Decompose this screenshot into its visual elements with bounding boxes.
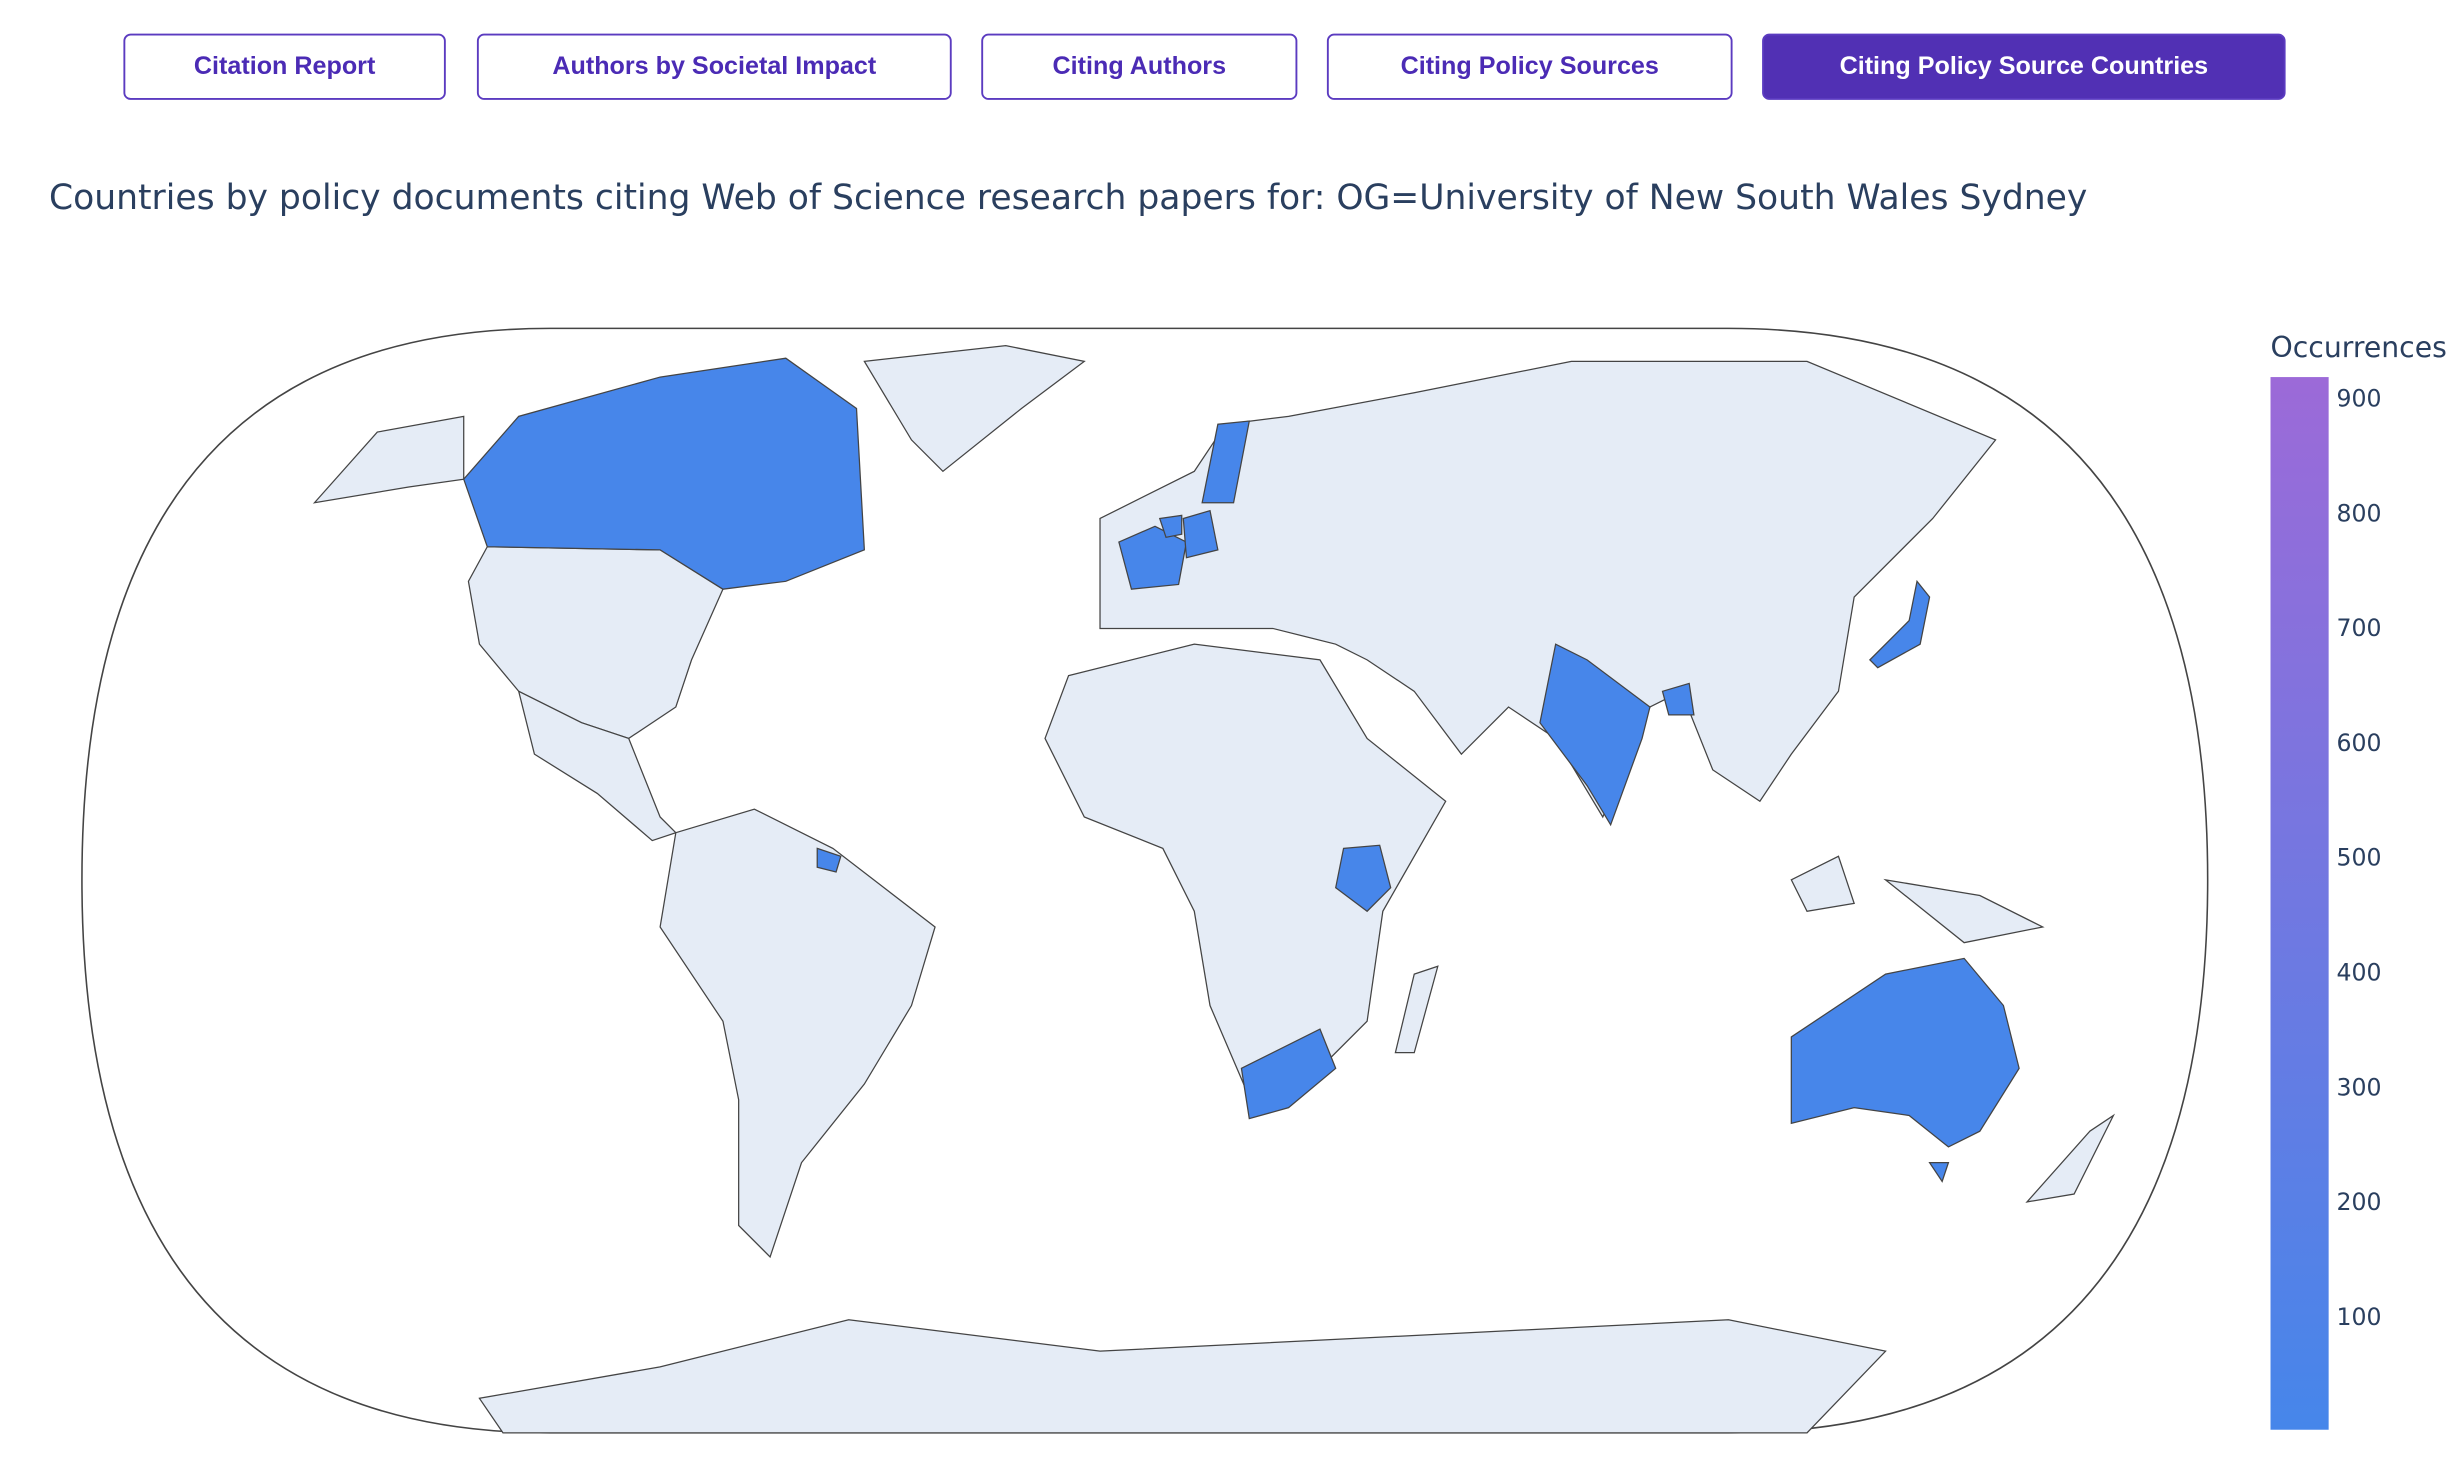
land-shape	[863, 345, 1086, 473]
colorbar-tick-label: 900	[2337, 385, 2382, 413]
tab-bar: Citation Report Authors by Societal Impa…	[123, 33, 2286, 100]
country[interactable]	[1118, 525, 1188, 590]
tab-label[interactable]: Citing Authors	[1053, 52, 1227, 80]
colorbar-tick-label: 400	[2337, 958, 2382, 986]
tab-label[interactable]: Citing Policy Sources	[1401, 52, 1659, 80]
country[interactable]	[1182, 509, 1219, 559]
land-shape	[312, 415, 465, 504]
colorbar-tick-label: 200	[2337, 1188, 2382, 1216]
tab-button[interactable]: Citing Policy Source Countries	[1762, 33, 2286, 100]
colorbar-tick-label: 700	[2337, 614, 2382, 642]
tab-button[interactable]: Citation Report	[123, 33, 446, 100]
colorbar-tick-label: 800	[2337, 499, 2382, 527]
land-shape	[478, 1319, 1887, 1434]
country[interactable]	[1158, 514, 1183, 539]
chart-title: Countries by policy documents citing Web…	[49, 178, 2087, 218]
land-shape	[1790, 855, 1855, 912]
country[interactable]	[816, 847, 842, 873]
land-shape	[659, 808, 936, 1259]
colorbar-tick-label: 300	[2337, 1073, 2382, 1101]
country[interactable]	[463, 357, 866, 590]
land	[312, 345, 2116, 1434]
tab-button[interactable]: Citing Authors	[981, 33, 1298, 100]
tab-button[interactable]: Authors by Societal Impact	[476, 33, 952, 100]
land-shape	[2025, 1113, 2116, 1203]
country[interactable]	[1240, 1028, 1337, 1120]
land-shape	[1394, 965, 1439, 1054]
tab-label[interactable]: Citation Report	[194, 52, 376, 80]
tab-button[interactable]: Citing Policy Sources	[1326, 33, 1733, 100]
country[interactable]	[1790, 957, 2020, 1183]
land-shape	[1099, 360, 1997, 819]
highlighted-countries	[463, 357, 2020, 1183]
country[interactable]	[1201, 420, 1251, 504]
country[interactable]	[1868, 579, 1931, 669]
country[interactable]	[1539, 643, 1651, 827]
colorbar-title: Occurrences	[2271, 331, 2447, 364]
tab-label[interactable]: Authors by Societal Impact	[552, 52, 877, 80]
colorbar-tick-label: 600	[2337, 729, 2382, 757]
colorbar-tick-label: 500	[2337, 844, 2382, 872]
land-shape	[1883, 878, 2045, 944]
colorbar	[2270, 377, 2329, 1430]
country[interactable]	[1335, 844, 1392, 913]
country[interactable]	[1661, 682, 1695, 716]
tab-label[interactable]: Citing Policy Source Countries	[1840, 52, 2209, 80]
colorbar-ticks: 100 200 300 400 500 600 700 800 900	[2337, 385, 2382, 1331]
colorbar-tick-label: 100	[2337, 1303, 2382, 1331]
